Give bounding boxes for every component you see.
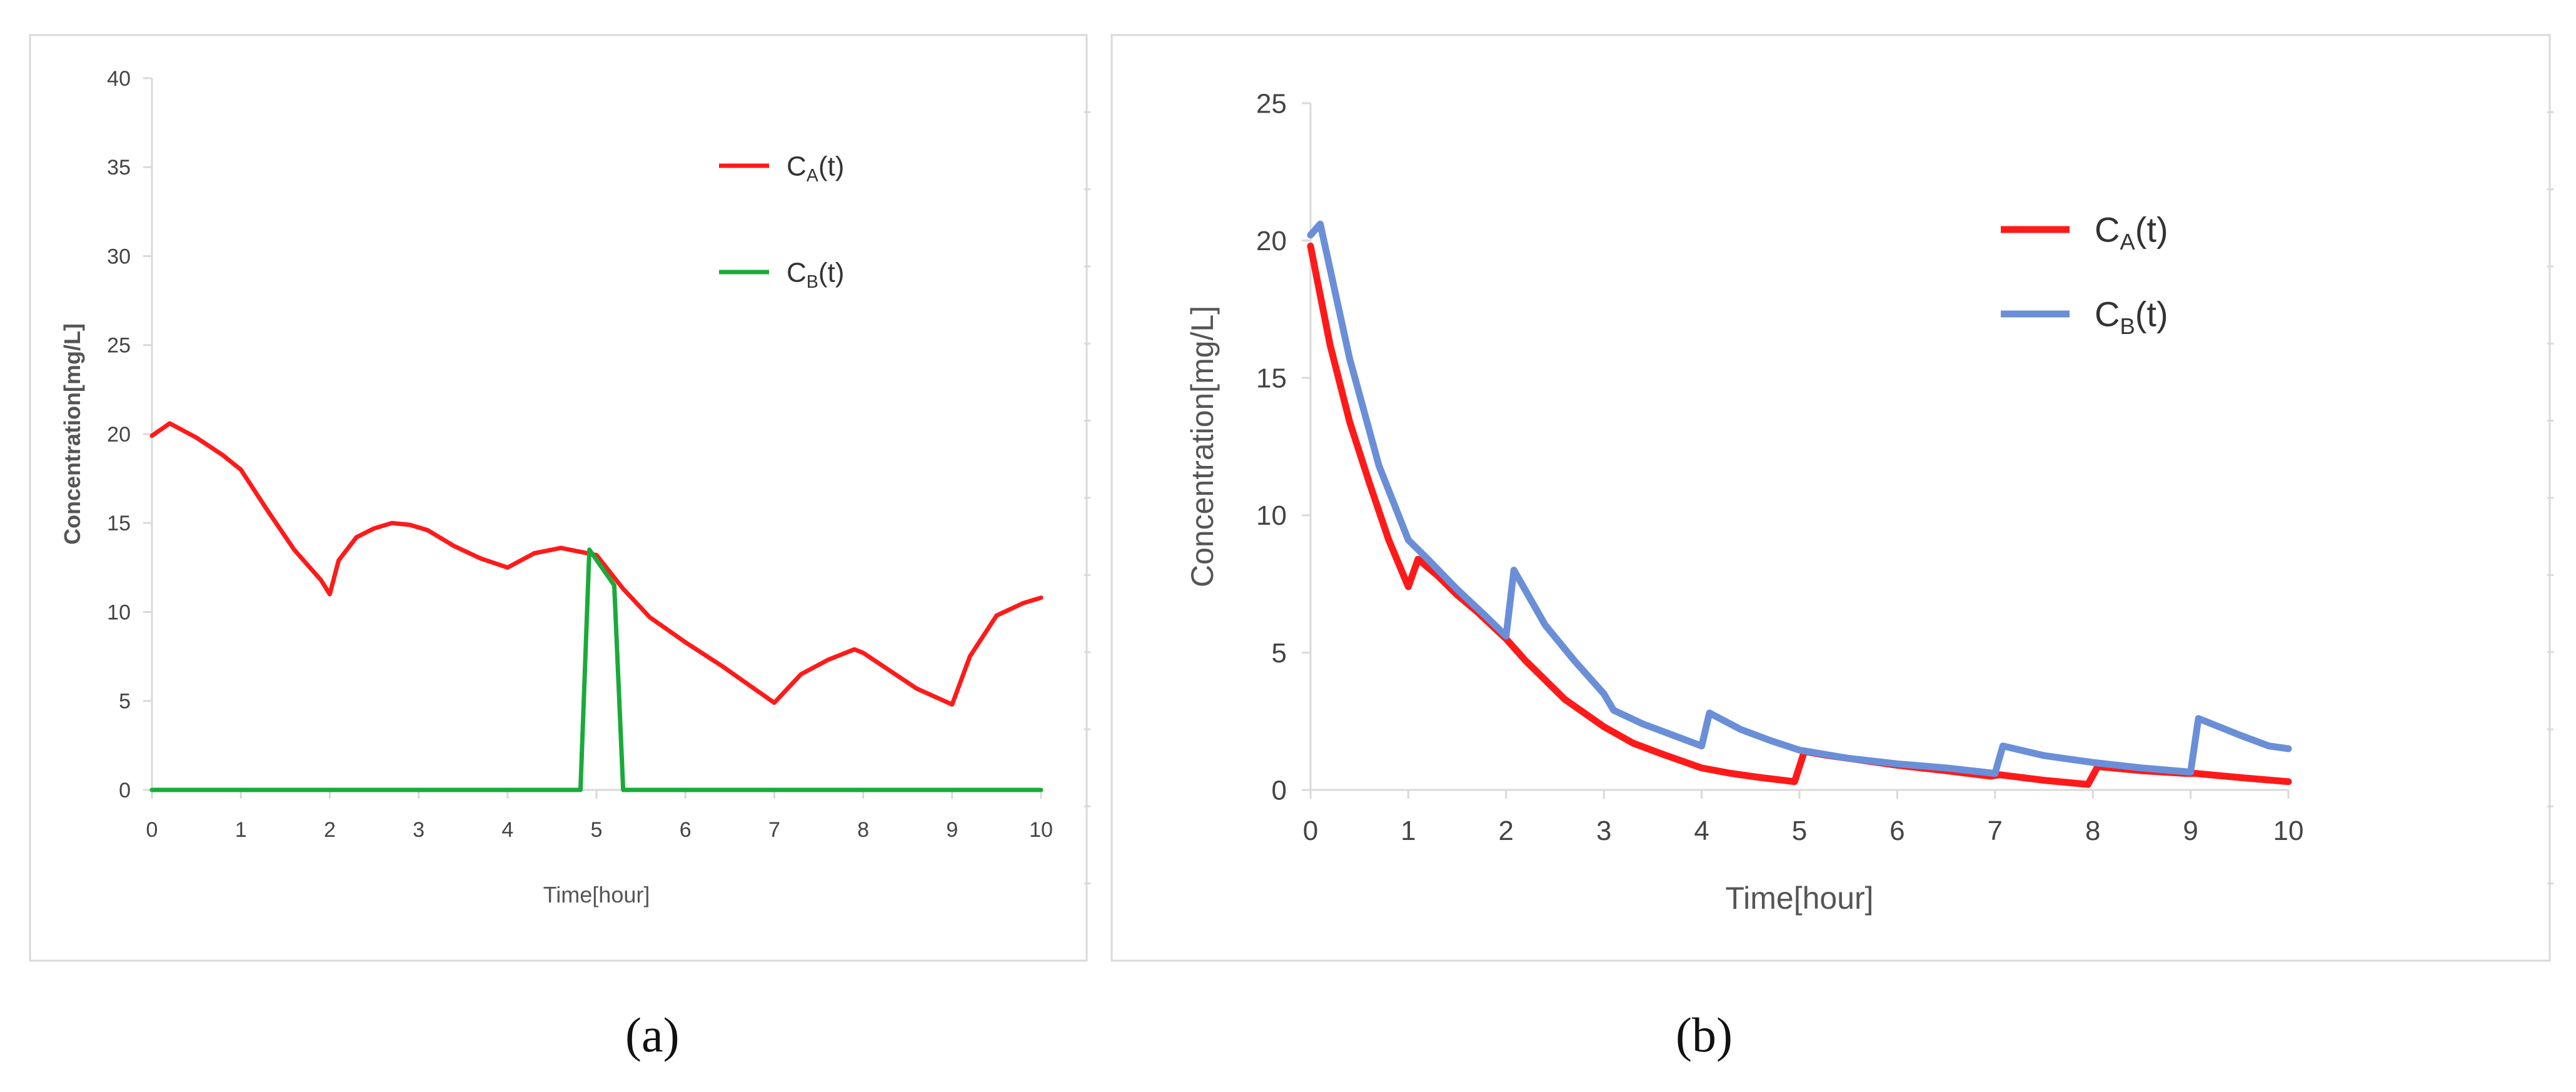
y-tick-label: 35	[107, 156, 131, 179]
x-tick-label: 5	[1792, 816, 1807, 846]
legend-label-tail: (t)	[2135, 210, 2168, 250]
x-tick-label: 6	[1889, 816, 1904, 846]
x-tick-label: 6	[680, 818, 692, 842]
x-tick-label: 2	[324, 818, 336, 842]
chart-a: 0 5 10 15 20 25 30 35 40 0 1 2 3 4 5 6 7 8 9 10 Time[hour] Co…	[29, 34, 1090, 962]
y-tick-label: 5	[119, 690, 131, 714]
x-tick-label: 7	[768, 818, 780, 842]
legend-label-tail: (t)	[818, 151, 845, 181]
x-tick-label: 7	[1988, 816, 2003, 846]
x-tick-label: 3	[1596, 816, 1611, 846]
series-line-cb	[149, 547, 1044, 792]
x-tick-label: 1	[1401, 816, 1416, 846]
y-tick-label: 10	[1256, 500, 1287, 531]
legend-label-tail: (t)	[2135, 295, 2168, 334]
y-tick-label: 20	[1256, 226, 1287, 256]
y-axis-title: Concentration[mg/L]	[59, 323, 85, 545]
x-tick-label: 3	[413, 818, 425, 842]
legend-label: CB(t)	[787, 257, 844, 292]
x-tick-label: 10	[1029, 818, 1053, 842]
x-tick-label: 0	[146, 818, 158, 842]
series-line-cb	[1307, 220, 2292, 777]
legend-label-main: C	[2095, 210, 2120, 250]
caption-b: (b)	[1676, 1008, 1733, 1062]
legend-label-sub: A	[807, 166, 819, 186]
x-tick-label: 4	[501, 818, 513, 842]
x-tick-label: 9	[946, 818, 958, 842]
legend-label-tail: (t)	[818, 257, 845, 288]
legend-label-sub: B	[2120, 313, 2135, 339]
legend-label-main: C	[787, 151, 807, 181]
x-tick-label: 2	[1499, 816, 1514, 846]
chart-frame	[1110, 34, 2551, 962]
legend-label-sub: B	[807, 272, 818, 292]
x-tick-label: 8	[857, 818, 869, 842]
x-tick-label: 0	[1303, 816, 1318, 846]
y-tick-label: 25	[107, 334, 131, 358]
y-tick-label: 40	[107, 67, 131, 91]
legend-label-main: C	[2095, 295, 2120, 334]
x-tick-label: 8	[2085, 816, 2100, 846]
y-axis-title: Concentration[mg/L]	[1185, 306, 1220, 587]
legend-label: CA(t)	[787, 151, 844, 186]
x-tick-label: 9	[2183, 816, 2198, 846]
y-tick-label: 0	[1272, 775, 1287, 806]
y-tick-label: 15	[107, 512, 131, 535]
x-axis-title: Time[hour]	[543, 882, 650, 907]
x-tick-label: 5	[591, 818, 603, 842]
chart-frame	[29, 34, 1088, 962]
y-tick-label: 10	[107, 600, 131, 624]
y-tick-label: 15	[1256, 363, 1287, 394]
x-tick-label: 10	[2273, 816, 2304, 846]
caption-a: (a)	[625, 1008, 680, 1062]
chart-b: 0 5 10 15 20 25 0 1 2 3 4 5 6 7 8 9 10 Time[hour] Concentr…	[1110, 34, 2553, 962]
y-tick-label: 5	[1272, 638, 1287, 669]
y-tick-label: 20	[107, 423, 131, 447]
series-line-ca	[149, 421, 1044, 707]
y-tick-label: 0	[119, 779, 131, 802]
series-line-ca	[1307, 242, 2292, 788]
legend-label: CB(t)	[2095, 295, 2168, 339]
x-tick-label: 4	[1694, 816, 1709, 846]
y-tick-label: 30	[107, 245, 131, 268]
legend-label-main: C	[787, 257, 807, 288]
legend-label-sub: A	[2120, 229, 2135, 255]
x-tick-label: 1	[235, 818, 247, 842]
legend-label: CA(t)	[2095, 210, 2168, 255]
y-tick-label: 25	[1256, 88, 1287, 119]
x-axis-title: Time[hour]	[1725, 881, 1873, 916]
